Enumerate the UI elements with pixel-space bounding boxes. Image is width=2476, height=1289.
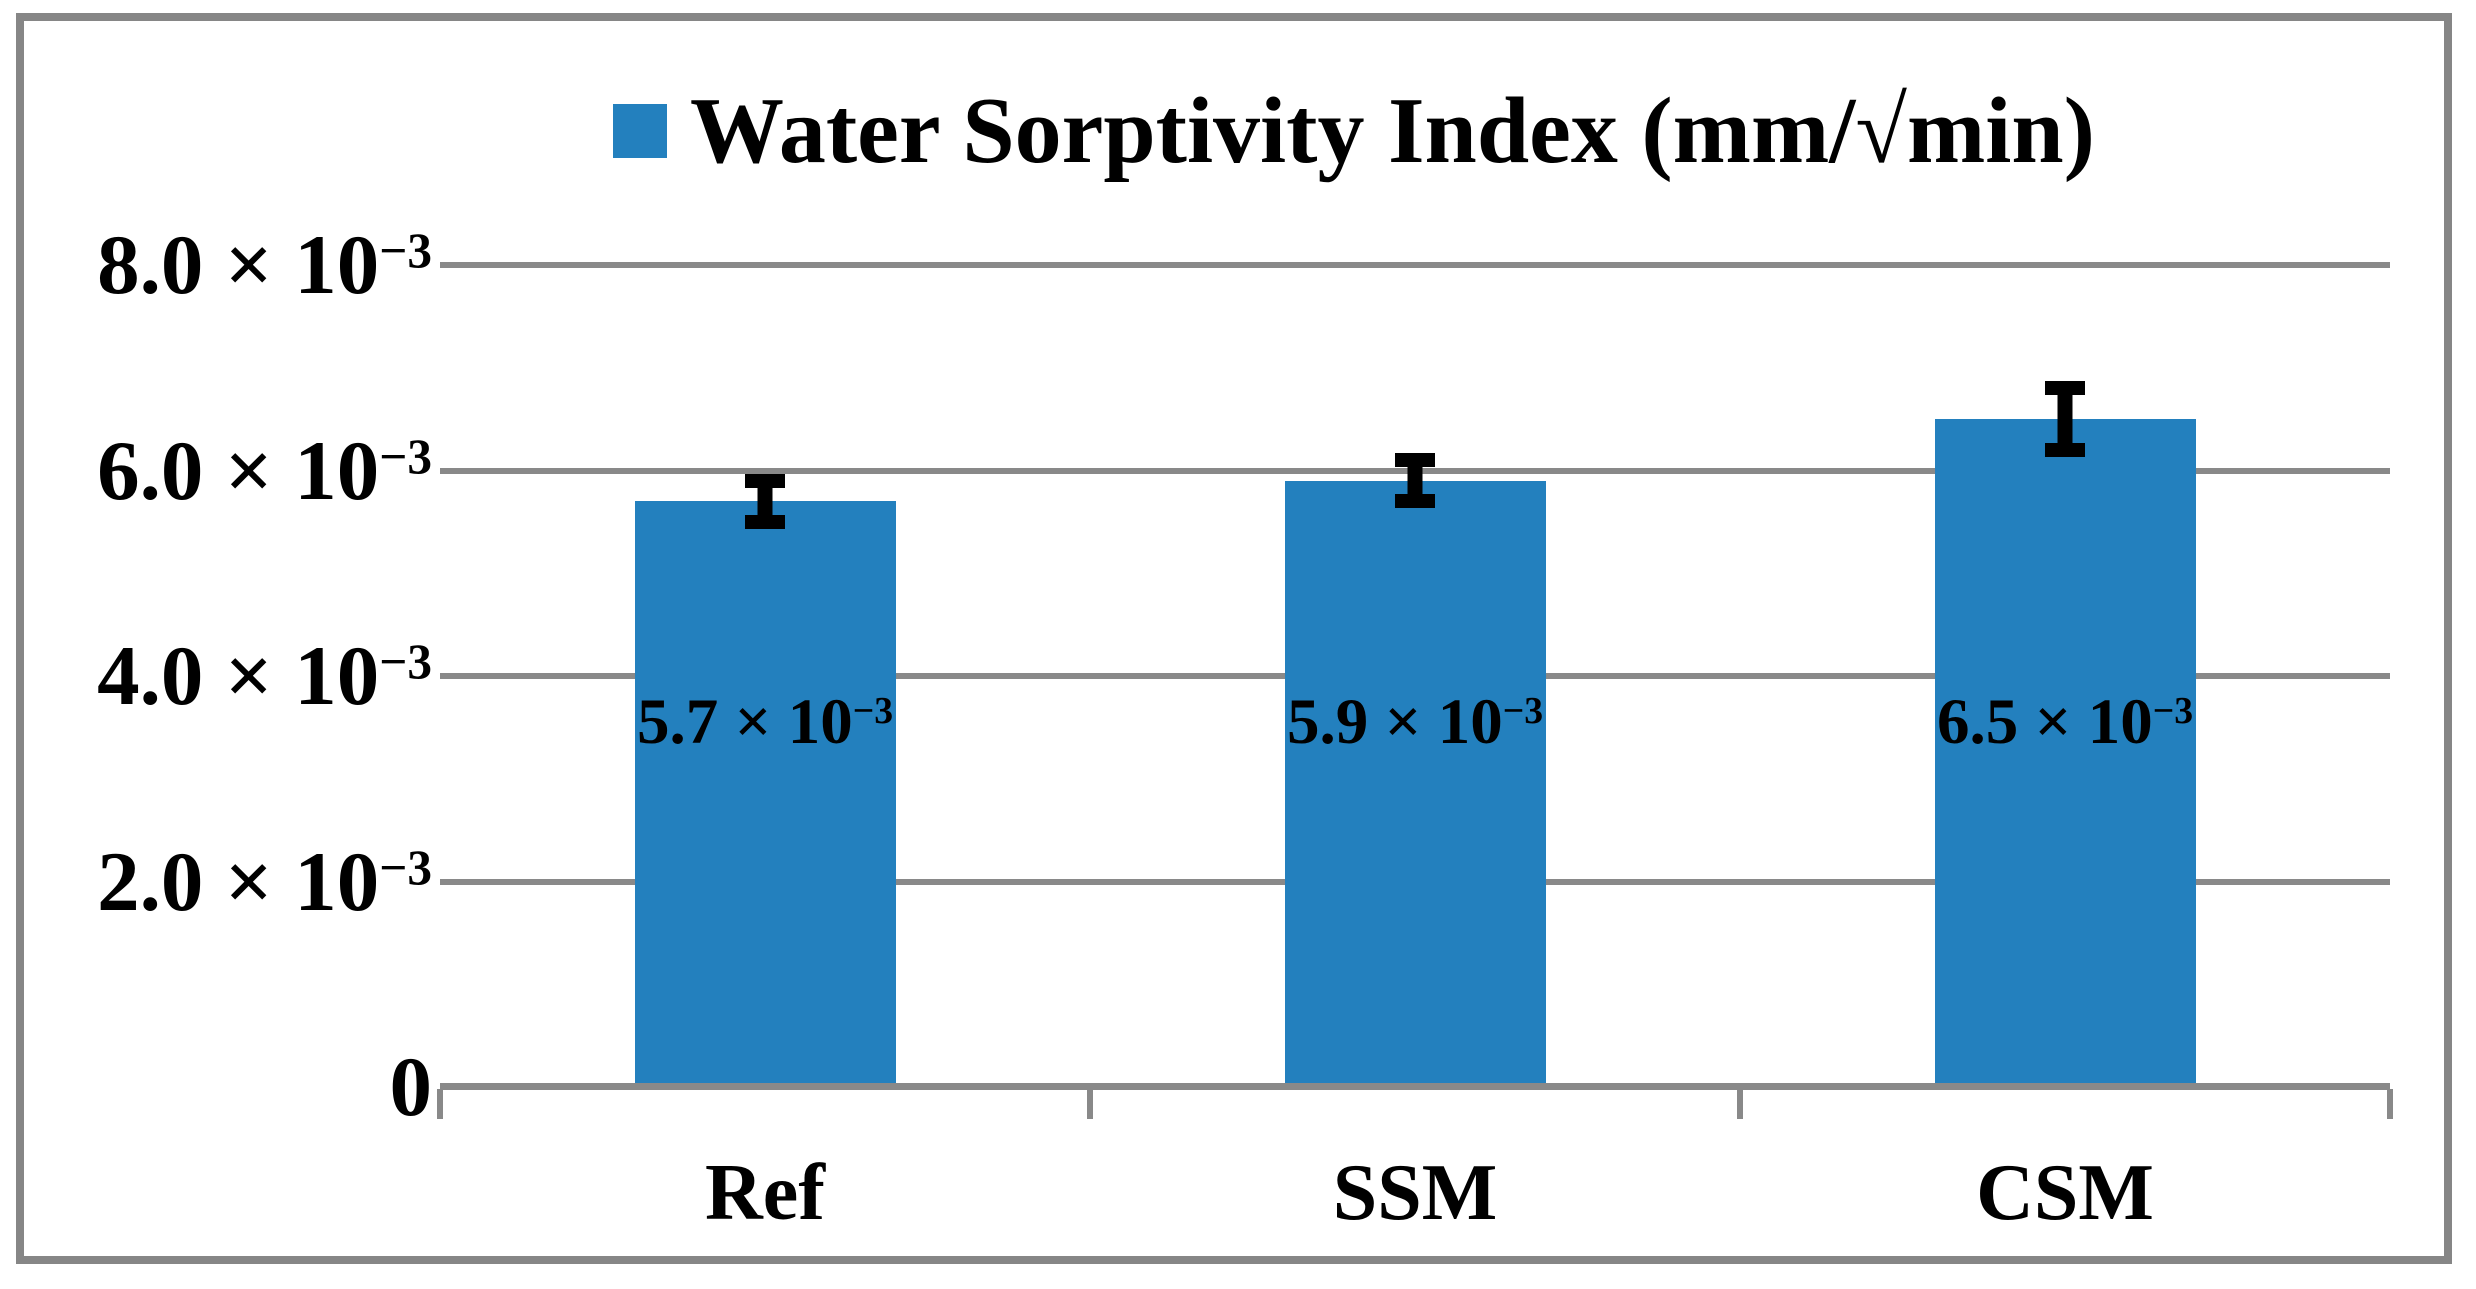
error-bar-stem	[2057, 381, 2073, 457]
x-category-label-ref: Ref	[705, 1149, 825, 1237]
exponent-superscript: −3	[379, 839, 432, 895]
exponent-superscript: −3	[1502, 690, 1544, 733]
error-bar-cap	[745, 473, 785, 488]
exponent-superscript: −3	[852, 690, 894, 733]
legend: Water Sorptivity Index (mm/√min)	[613, 72, 2095, 190]
legend-label: Water Sorptivity Index (mm/√min)	[690, 79, 2095, 183]
gridline	[440, 262, 2390, 268]
exponent-superscript: −3	[2152, 690, 2194, 733]
x-category-label-csm: CSM	[1976, 1149, 2154, 1237]
error-bar-cap	[2045, 381, 2085, 396]
legend-marker-icon	[613, 104, 667, 158]
bar-value-label: 6.5 × 10−3	[1936, 686, 2194, 758]
bar-csm	[1934, 419, 2196, 1087]
error-bar-cap	[745, 514, 785, 529]
exponent-superscript: −3	[379, 428, 432, 484]
error-bar-ssm	[1395, 453, 1435, 509]
bar-ssm	[1284, 480, 1546, 1087]
error-bar-cap	[1395, 494, 1435, 509]
y-tick-label: 6.0 × 10−3	[97, 423, 432, 518]
x-category-label-ssm: SSM	[1332, 1149, 1498, 1237]
y-tick-label: 4.0 × 10−3	[97, 629, 432, 723]
exponent-superscript: −3	[379, 634, 432, 690]
error-bar-cap	[2045, 442, 2085, 457]
y-tick-label: 2.0 × 10−3	[97, 834, 432, 929]
bar-value-label: 5.9 × 10−3	[1286, 686, 1544, 758]
x-axis-tick	[437, 1089, 443, 1119]
x-axis-tick	[2387, 1089, 2393, 1119]
exponent-superscript: −3	[379, 223, 432, 279]
x-axis-tick	[1087, 1089, 1093, 1119]
error-bar-cap	[1395, 453, 1435, 468]
y-tick-label: 8.0 × 10−3	[97, 218, 432, 312]
x-axis-tick	[1737, 1089, 1743, 1119]
y-tick-label: 0	[389, 1040, 433, 1134]
error-bar-csm	[2045, 381, 2085, 457]
bar-ref	[634, 501, 896, 1087]
chart-border-frame	[16, 13, 2452, 1264]
x-axis-line	[440, 1083, 2390, 1090]
error-bar-ref	[745, 473, 785, 529]
plot-area: 5.7 × 10−3 5.9 × 10−3 6.5 × 10−3	[437, 262, 2393, 1119]
bar-value-label: 5.7 × 10−3	[636, 686, 894, 758]
